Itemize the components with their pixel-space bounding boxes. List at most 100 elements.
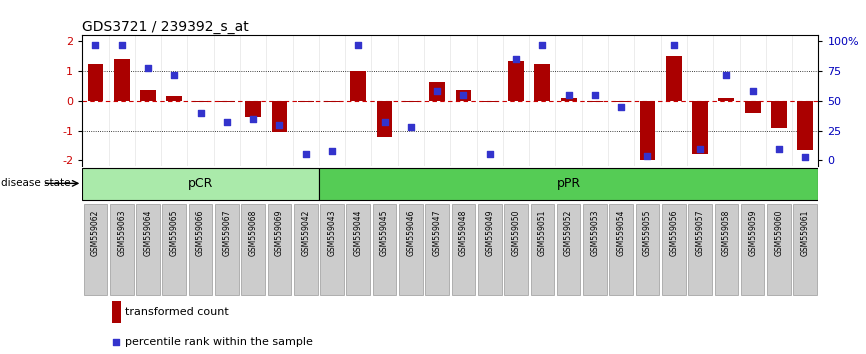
FancyBboxPatch shape — [268, 204, 291, 296]
Bar — [719, 98, 734, 101]
Point — [798, 154, 812, 160]
Bar — [481, 101, 498, 102]
Bar — [192, 101, 209, 102]
Point — [194, 110, 208, 116]
Text: GSM559061: GSM559061 — [801, 210, 810, 256]
Text: GSM559060: GSM559060 — [774, 210, 784, 256]
Bar — [298, 101, 313, 102]
Point — [772, 146, 785, 152]
Point — [509, 56, 523, 62]
Text: GSM559065: GSM559065 — [170, 210, 178, 256]
Text: GSM559056: GSM559056 — [669, 210, 678, 256]
Text: GSM559062: GSM559062 — [91, 210, 100, 256]
Point — [720, 72, 734, 78]
Bar — [666, 56, 682, 101]
Text: percentile rank within the sample: percentile rank within the sample — [125, 337, 313, 347]
Text: GSM559043: GSM559043 — [327, 210, 337, 256]
FancyBboxPatch shape — [82, 168, 319, 200]
Bar — [245, 101, 261, 117]
FancyBboxPatch shape — [688, 204, 712, 296]
Bar — [351, 71, 366, 101]
Bar — [272, 101, 288, 132]
Text: GSM559058: GSM559058 — [722, 210, 731, 256]
Text: GSM559042: GSM559042 — [301, 210, 310, 256]
Text: pCR: pCR — [188, 177, 213, 190]
FancyBboxPatch shape — [399, 204, 423, 296]
Bar — [87, 64, 103, 101]
Bar — [456, 91, 471, 101]
Bar — [219, 101, 235, 102]
Bar — [324, 101, 339, 102]
Point — [430, 88, 444, 94]
Point — [751, 210, 765, 215]
Bar — [534, 64, 550, 101]
FancyBboxPatch shape — [294, 204, 318, 296]
FancyBboxPatch shape — [583, 204, 607, 296]
FancyBboxPatch shape — [242, 204, 265, 296]
Bar — [430, 81, 445, 101]
FancyBboxPatch shape — [189, 204, 212, 296]
Point — [746, 88, 759, 94]
FancyBboxPatch shape — [136, 204, 160, 296]
FancyBboxPatch shape — [557, 204, 580, 296]
Point — [273, 122, 287, 127]
Bar — [140, 91, 156, 101]
Point — [325, 148, 339, 154]
FancyBboxPatch shape — [346, 204, 370, 296]
Point — [220, 120, 234, 125]
FancyBboxPatch shape — [504, 204, 528, 296]
FancyBboxPatch shape — [163, 204, 186, 296]
Point — [88, 42, 102, 48]
Text: GSM559048: GSM559048 — [459, 210, 468, 256]
FancyBboxPatch shape — [452, 204, 475, 296]
Text: GSM559053: GSM559053 — [591, 210, 599, 256]
FancyBboxPatch shape — [319, 168, 818, 200]
Text: GSM559059: GSM559059 — [748, 210, 757, 256]
Text: GSM559050: GSM559050 — [512, 210, 520, 256]
Bar — [377, 101, 392, 137]
FancyBboxPatch shape — [636, 204, 659, 296]
Text: GSM559055: GSM559055 — [643, 210, 652, 256]
Text: GSM559063: GSM559063 — [117, 210, 126, 256]
FancyBboxPatch shape — [767, 204, 791, 296]
Text: GDS3721 / 239392_s_at: GDS3721 / 239392_s_at — [82, 21, 249, 34]
Point — [404, 124, 417, 130]
Point — [641, 153, 655, 159]
Point — [167, 72, 181, 78]
Text: GSM559066: GSM559066 — [196, 210, 205, 256]
Point — [246, 116, 260, 121]
Bar — [613, 101, 629, 102]
Text: GSM559045: GSM559045 — [380, 210, 389, 256]
FancyBboxPatch shape — [372, 204, 397, 296]
FancyBboxPatch shape — [531, 204, 554, 296]
FancyBboxPatch shape — [215, 204, 239, 296]
Text: transformed count: transformed count — [125, 307, 229, 317]
Point — [693, 146, 707, 152]
Text: GSM559067: GSM559067 — [223, 210, 231, 256]
FancyBboxPatch shape — [610, 204, 633, 296]
Text: disease state: disease state — [1, 178, 70, 188]
Point — [614, 104, 628, 110]
Point — [378, 120, 391, 125]
Point — [141, 65, 155, 70]
Text: GSM559064: GSM559064 — [144, 210, 152, 256]
FancyBboxPatch shape — [425, 204, 449, 296]
Point — [562, 92, 576, 98]
Point — [667, 42, 681, 48]
Point — [483, 152, 497, 157]
Point — [588, 92, 602, 98]
Bar — [640, 101, 656, 160]
Text: GSM559046: GSM559046 — [406, 210, 416, 256]
Text: pPR: pPR — [557, 177, 581, 190]
FancyBboxPatch shape — [84, 204, 107, 296]
FancyBboxPatch shape — [793, 204, 817, 296]
Point — [352, 42, 365, 48]
Bar — [166, 96, 182, 101]
Bar — [771, 101, 787, 128]
FancyBboxPatch shape — [320, 204, 344, 296]
Text: GSM559054: GSM559054 — [617, 210, 626, 256]
FancyBboxPatch shape — [714, 204, 738, 296]
Bar — [403, 101, 419, 102]
FancyBboxPatch shape — [740, 204, 765, 296]
Text: GSM559051: GSM559051 — [538, 210, 546, 256]
